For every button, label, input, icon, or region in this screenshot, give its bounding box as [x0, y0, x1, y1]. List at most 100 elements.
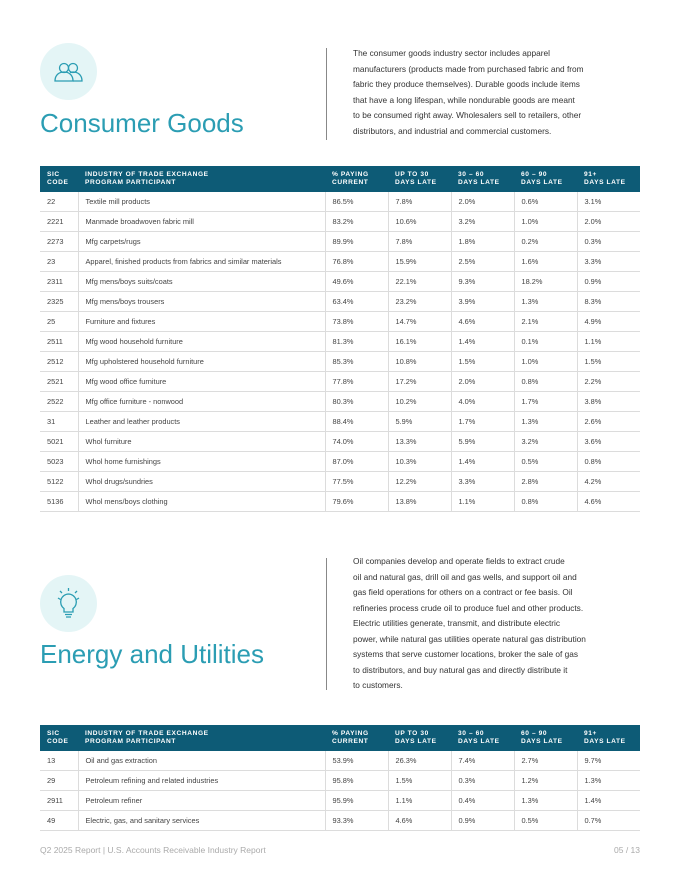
- table-cell: 2.0%: [451, 371, 515, 392]
- paragraph-line: that have a long lifespan, while nondura…: [353, 94, 575, 105]
- table-cell: 74.0%: [325, 431, 389, 452]
- header-line: 91+: [584, 729, 597, 737]
- header-cell: % PAYING CURRENT: [325, 725, 388, 751]
- table-cell: 95.9%: [325, 790, 389, 811]
- table-cell: 77.8%: [325, 371, 389, 392]
- table-cell: 22.1%: [388, 271, 452, 292]
- table-cell: 1.7%: [514, 391, 578, 412]
- header-cell: 60 – 90 DAYS LATE: [514, 725, 577, 751]
- table-cell: 0.4%: [451, 790, 515, 811]
- paragraph-line: systems that serve customer locations, b…: [353, 649, 579, 659]
- table-row: 49 Electric, gas, and sanitary services 93…: [40, 810, 640, 831]
- table-cell: 1.3%: [514, 291, 578, 312]
- table-cell: 5021: [40, 431, 79, 452]
- table-cell: 3.3%: [451, 471, 515, 492]
- table-row: 5023 Whol home furnishings 87.0% 10.3% 1.4% 0…: [40, 451, 640, 472]
- table-cell: 1.1%: [388, 790, 452, 811]
- paragraph-line: distributors, and industrial and commerc…: [353, 125, 552, 136]
- table-cell: 14.7%: [388, 311, 452, 332]
- table-cell: 3.3%: [577, 251, 640, 272]
- table-row: 22 Textile mill products 86.5% 7.8% 2.0% 0.6%…: [40, 192, 640, 212]
- header-line: DAYS LATE: [584, 179, 626, 186]
- table-cell: 73.8%: [325, 311, 389, 332]
- paragraph-line: to distributors, and buy natural gas and…: [353, 664, 568, 675]
- table-cell: 1.1%: [577, 331, 640, 352]
- table-row: 2521 Mfg wood office furniture 77.8% 17.2% 2…: [40, 371, 640, 392]
- table-cell: 93.3%: [325, 810, 389, 831]
- header-line: UP TO 30: [395, 170, 429, 178]
- table-cell: Mfg wood household furniture: [78, 331, 326, 352]
- section-title: Energy and Utilities: [40, 639, 264, 669]
- footer-left: Q2 2025 Report | U.S. Accounts Receivabl…: [40, 845, 266, 855]
- paragraph-line: to be consumed right away. Wholesalers s…: [353, 110, 582, 120]
- table-cell: 18.2%: [514, 271, 578, 292]
- table-cell: 0.9%: [451, 810, 515, 831]
- table-cell: 5.9%: [388, 411, 452, 432]
- table-cell: Furniture and fixtures: [78, 311, 326, 332]
- table-cell: Leather and leather products: [78, 411, 326, 432]
- table-row: 5021 Whol furniture 74.0% 13.3% 5.9% 3.2% 3.6%: [40, 431, 640, 452]
- header-line: DAYS LATE: [458, 738, 500, 745]
- table-cell: 0.3%: [451, 770, 515, 791]
- table-cell: 1.5%: [388, 770, 452, 791]
- header-cell: 60 – 90 DAYS LATE: [514, 166, 577, 192]
- table-cell: 1.4%: [577, 790, 640, 811]
- table-cell: 12.2%: [388, 471, 452, 492]
- header-line: INDUSTRY OF TRADE EXCHANGE: [85, 729, 209, 737]
- table-cell: Oil and gas extraction: [78, 751, 326, 771]
- header-line: DAYS LATE: [395, 738, 437, 745]
- header-cell: UP TO 30 DAYS LATE: [388, 725, 451, 751]
- table-row: 13 Oil and gas extraction 53.9% 26.3% 7.4% 2.…: [40, 751, 640, 771]
- table-cell: 4.6%: [451, 311, 515, 332]
- table-cell: 7.8%: [388, 231, 452, 252]
- table-cell: 2911: [40, 790, 79, 811]
- paragraph-line: manufacturers (products made from purcha…: [353, 63, 584, 74]
- table-cell: Textile mill products: [78, 192, 326, 212]
- table-cell: 2273: [40, 231, 79, 252]
- people-icon: [40, 43, 97, 100]
- header-row: SIC CODE INDUSTRY OF TRADE EXCHANGE PROGRAM…: [40, 166, 640, 192]
- table-cell: 8.3%: [577, 291, 640, 312]
- table-row: 2512 Mfg upholstered household furniture 8…: [40, 351, 640, 372]
- header-line: 30 – 60: [458, 729, 485, 737]
- table-cell: 3.1%: [577, 192, 640, 212]
- table-cell: 5023: [40, 451, 79, 472]
- table-row: 2311 Mfg mens/boys suits/coats 49.6% 22.1% 9…: [40, 271, 640, 292]
- header-cell: 91+ DAYS LATE: [577, 166, 640, 192]
- table-cell: 1.6%: [514, 251, 578, 272]
- table-cell: Petroleum refining and related industrie…: [78, 770, 326, 791]
- table-cell: 16.1%: [388, 331, 452, 352]
- table-cell: 2.0%: [577, 211, 640, 232]
- table-cell: 4.6%: [577, 491, 640, 512]
- table-row: 2221 Manmade broadwoven fabric mill 83.2% 1…: [40, 211, 640, 232]
- header-line: SIC: [47, 729, 60, 737]
- header-cell: 30 – 60 DAYS LATE: [451, 725, 514, 751]
- table-row: 25 Furniture and fixtures 73.8% 14.7% 4.6% 2.…: [40, 311, 640, 332]
- header-cell: UP TO 30 DAYS LATE: [388, 166, 451, 192]
- header-line: INDUSTRY OF TRADE EXCHANGE: [85, 170, 209, 178]
- table-body: 22 Textile mill products 86.5% 7.8% 2.0% 0.6%…: [40, 192, 640, 512]
- table-cell: 9.7%: [577, 751, 640, 771]
- table-cell: 1.3%: [577, 770, 640, 791]
- header-line: PROGRAM PARTICIPANT: [85, 179, 177, 186]
- table-cell: 7.4%: [451, 751, 515, 771]
- table-cell: 1.0%: [514, 211, 578, 232]
- table-cell: Whol home furnishings: [78, 451, 326, 472]
- table-cell: 23.2%: [388, 291, 452, 312]
- table-cell: 31: [40, 411, 79, 432]
- header-line: CURRENT: [332, 738, 369, 745]
- table-cell: 79.6%: [325, 491, 389, 512]
- header-line: DAYS LATE: [458, 179, 500, 186]
- table-cell: 2522: [40, 391, 79, 412]
- table-cell: 26.3%: [388, 751, 452, 771]
- table-cell: 2.7%: [514, 751, 578, 771]
- table-row: 23 Apparel, finished products from fabric…: [40, 251, 640, 272]
- table-cell: Petroleum refiner: [78, 790, 326, 811]
- table-cell: 4.9%: [577, 311, 640, 332]
- lightbulb-icon: [40, 575, 97, 632]
- header-cell: INDUSTRY OF TRADE EXCHANGE PROGRAM PARTIC…: [78, 725, 325, 751]
- table-cell: 4.0%: [451, 391, 515, 412]
- paragraph-line: Electric utilities generate, transmit, a…: [353, 618, 561, 628]
- paragraph-line: to customers.: [353, 680, 403, 690]
- table-cell: 2221: [40, 211, 79, 232]
